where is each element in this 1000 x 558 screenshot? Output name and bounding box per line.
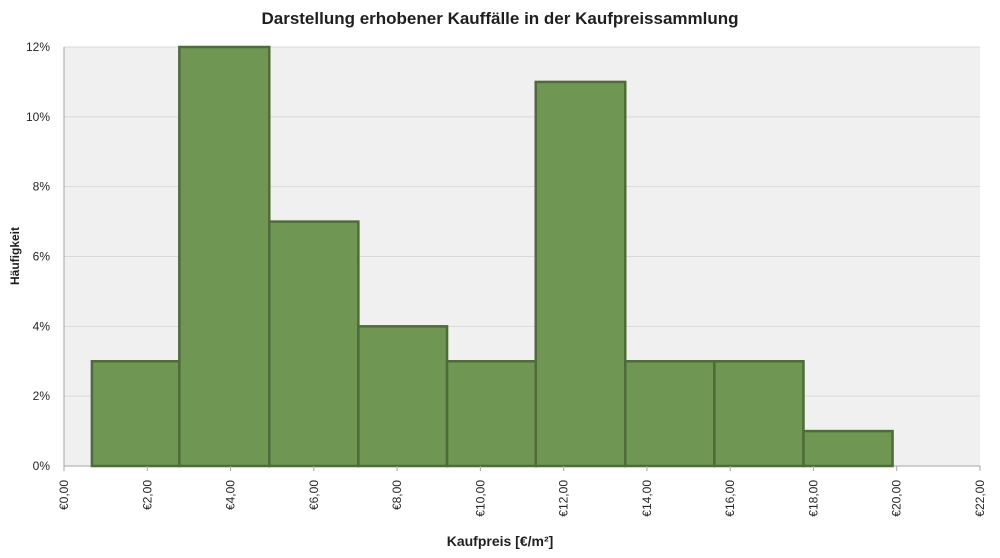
y-tick-label: 6% xyxy=(33,250,51,264)
y-tick-label: 2% xyxy=(33,389,51,403)
y-tick-label: 8% xyxy=(33,180,51,194)
x-tick-label: €12,00 xyxy=(557,480,571,517)
x-tick-label: €14,00 xyxy=(640,480,654,517)
histogram-bar xyxy=(802,429,894,468)
x-tick-label: €20,00 xyxy=(890,480,904,517)
histogram-bar xyxy=(445,360,537,468)
x-tick-label: €16,00 xyxy=(723,480,737,517)
histogram-bar xyxy=(90,360,181,468)
histogram-bar xyxy=(268,220,360,468)
histogram-bar xyxy=(357,325,449,468)
y-tick-label: 12% xyxy=(26,40,50,54)
x-tick-label: €6,00 xyxy=(307,480,321,510)
x-tick-label: €10,00 xyxy=(473,480,487,517)
y-tick-label: 0% xyxy=(33,459,51,473)
x-tick-label: €0,00 xyxy=(57,480,71,510)
histogram-bar xyxy=(178,45,271,468)
x-tick-label: €2,00 xyxy=(140,480,154,510)
x-axis-title: Kaufpreis [€/m²] xyxy=(446,533,554,549)
x-tick-label: €4,00 xyxy=(224,480,238,510)
chart-title: Darstellung erhobener Kauffälle in der K… xyxy=(261,9,739,28)
x-tick-label: €22,00 xyxy=(973,480,987,517)
histogram-bar xyxy=(534,80,627,468)
y-tick-label: 10% xyxy=(26,110,50,124)
histogram-bar xyxy=(713,360,805,468)
x-tick-label: €8,00 xyxy=(390,480,404,510)
histogram-bar xyxy=(624,360,716,468)
x-tick-label: €18,00 xyxy=(806,480,820,517)
y-tick-label: 4% xyxy=(33,319,51,333)
